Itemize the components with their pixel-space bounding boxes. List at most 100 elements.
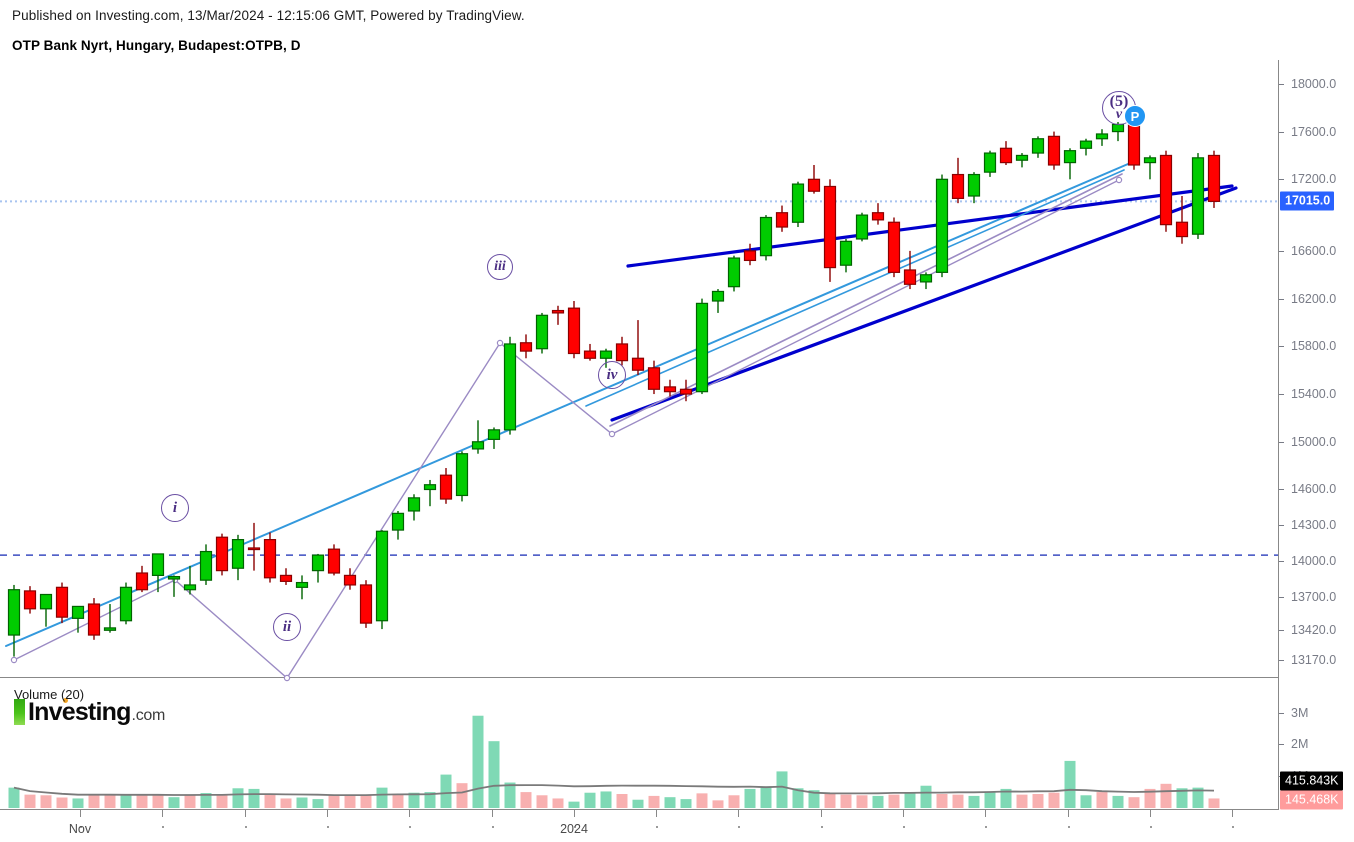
candlestick[interactable] (263, 532, 277, 583)
wave-label-i[interactable]: i (161, 494, 189, 522)
candlestick[interactable] (935, 174, 949, 278)
candlestick[interactable] (103, 604, 117, 633)
candlestick[interactable] (839, 238, 853, 273)
candlestick[interactable] (631, 320, 645, 375)
volume-bar[interactable] (200, 793, 212, 808)
candlestick[interactable] (1015, 153, 1029, 168)
candlestick[interactable] (855, 212, 869, 242)
volume-bar[interactable] (104, 794, 116, 808)
volume-bar[interactable] (296, 797, 308, 809)
candlestick[interactable] (983, 150, 997, 177)
volume-bar[interactable] (696, 793, 708, 808)
candlestick[interactable] (39, 593, 53, 627)
trendline-lower-support-light[interactable] (5, 163, 1129, 647)
price-axis[interactable]: 18000.0 17600.0 17200.0 16600.0 16200.0 15800… (1278, 60, 1354, 810)
wave-connector-line[interactable] (13, 179, 1120, 680)
candlestick[interactable] (1207, 150, 1221, 208)
volume-bar[interactable] (600, 791, 612, 808)
volume-bar[interactable] (840, 794, 852, 808)
volume-bar[interactable] (40, 795, 52, 808)
volume-bar[interactable] (984, 791, 996, 808)
trendline-inner-channel-light[interactable] (585, 169, 1125, 407)
volume-bar[interactable] (680, 799, 692, 808)
volume-bar[interactable] (968, 795, 980, 808)
volume-bar[interactable] (72, 798, 84, 808)
candlestick[interactable] (487, 427, 501, 449)
last-price-badge[interactable]: 17015.0 (1280, 191, 1335, 211)
volume-bar[interactable] (1112, 795, 1124, 808)
volume-bar[interactable] (1192, 787, 1204, 808)
candlestick[interactable] (311, 553, 325, 583)
candlestick[interactable] (359, 580, 373, 628)
candlestick[interactable] (343, 568, 357, 590)
volume-bar[interactable] (280, 798, 292, 808)
candlestick[interactable] (23, 586, 37, 614)
candlestick[interactable] (167, 575, 181, 597)
volume-bar[interactable] (1032, 794, 1044, 808)
candlestick[interactable] (1047, 131, 1061, 170)
candlestick[interactable] (807, 164, 821, 194)
trendline-wave-channel-upper-dark[interactable] (626, 184, 1234, 268)
candlestick[interactable] (71, 605, 85, 633)
trendline-inner-channel-purple[interactable] (609, 173, 1123, 427)
volume-bar[interactable] (536, 795, 548, 808)
candlestick[interactable] (375, 530, 389, 630)
candlestick[interactable] (999, 141, 1013, 165)
volume-bar[interactable] (8, 787, 20, 808)
candlestick[interactable] (663, 379, 677, 397)
candlestick[interactable] (535, 312, 549, 354)
volume-bar[interactable] (184, 795, 196, 808)
candlestick[interactable] (1079, 138, 1093, 156)
wave-vertex-handle[interactable] (283, 674, 291, 682)
candlestick[interactable] (407, 494, 421, 521)
volume-bar[interactable] (488, 741, 500, 808)
volume-bar[interactable] (168, 797, 180, 808)
candlestick[interactable] (471, 420, 485, 454)
candlestick[interactable] (183, 565, 197, 595)
candlestick[interactable] (967, 172, 981, 204)
volume-bar[interactable] (440, 774, 452, 808)
candlestick[interactable] (903, 250, 917, 290)
volume-bar[interactable] (808, 790, 820, 808)
wave-vertex-handle[interactable] (1115, 176, 1123, 184)
volume-bar[interactable] (552, 798, 564, 808)
price-chart-canvas[interactable] (0, 60, 1278, 682)
volume-bar[interactable] (312, 799, 324, 808)
volume-bar[interactable] (1160, 783, 1172, 808)
volume-bar[interactable] (376, 787, 388, 808)
volume-bar[interactable] (120, 795, 132, 808)
volume-bar[interactable] (392, 794, 404, 808)
volume-bar[interactable] (232, 788, 244, 808)
price-pane[interactable]: i ii iii iv (5) v P Investing .com (0, 60, 1278, 725)
candlestick[interactable] (327, 544, 341, 576)
candlestick[interactable] (439, 468, 453, 504)
volume-bar[interactable] (1048, 792, 1060, 808)
volume-bar[interactable] (520, 792, 532, 808)
volume-bar[interactable] (1176, 788, 1188, 808)
volume-bar[interactable] (792, 788, 804, 808)
volume-bar[interactable] (1208, 798, 1220, 808)
wave-vertex-handle[interactable] (10, 656, 18, 664)
candlestick[interactable] (887, 217, 901, 278)
candlestick[interactable] (551, 305, 565, 325)
volume-bar[interactable] (584, 792, 596, 808)
volume-bar[interactable] (1144, 788, 1156, 808)
candlestick[interactable] (871, 203, 885, 225)
volume-bar[interactable] (616, 794, 628, 808)
volume-bar[interactable] (56, 797, 68, 809)
candlestick[interactable] (151, 553, 165, 593)
volume-bar[interactable] (728, 795, 740, 808)
wave-label-iii[interactable]: iii (487, 254, 513, 280)
volume-bar[interactable] (264, 794, 276, 808)
volume-bar[interactable] (904, 792, 916, 808)
candlestick[interactable] (791, 181, 805, 228)
candlestick[interactable] (215, 533, 229, 576)
candlestick[interactable] (615, 336, 629, 366)
candlestick[interactable] (119, 582, 133, 625)
volume-bar[interactable] (920, 785, 932, 808)
candlestick[interactable] (727, 255, 741, 292)
candlestick[interactable] (1175, 196, 1189, 244)
candlestick[interactable] (679, 379, 693, 402)
volume-bar[interactable] (744, 788, 756, 808)
volume-bar[interactable] (328, 794, 340, 808)
